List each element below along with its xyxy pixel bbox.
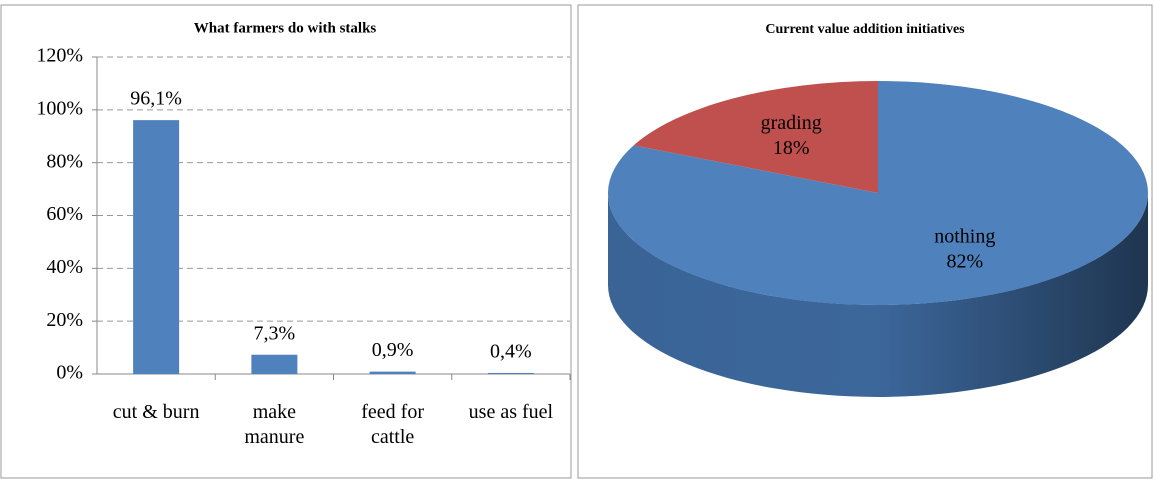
pie-title: Current value addition initiatives — [765, 22, 965, 37]
y-tick-label: 60% — [46, 203, 83, 225]
x-tick-label: use as fuel — [469, 401, 554, 423]
bar-title: What farmers do with stalks — [194, 20, 377, 36]
x-tick-label: feed for cattle — [361, 401, 424, 448]
bar — [487, 372, 534, 374]
slice-label: grading — [761, 112, 822, 134]
y-tick-label: 40% — [46, 256, 83, 278]
y-tick-label: 100% — [36, 97, 83, 119]
bar — [251, 354, 298, 374]
y-tick-label: 0% — [56, 362, 83, 384]
bar — [133, 120, 180, 374]
right-panel — [577, 4, 1153, 479]
x-tick-label: make manure — [244, 401, 304, 448]
left-panel — [0, 4, 572, 479]
x-tick-label: cut & burn — [113, 401, 200, 423]
pie-slice — [633, 81, 878, 193]
slice-label: nothing — [934, 225, 995, 247]
pie-side — [608, 193, 1148, 397]
slice-value: 18% — [773, 137, 810, 159]
y-tick-label: 120% — [36, 45, 83, 67]
bar — [369, 371, 416, 374]
slice-value: 82% — [946, 250, 983, 272]
data-label: 0,9% — [372, 339, 414, 361]
data-label: 96,1% — [130, 88, 182, 110]
y-tick-label: 80% — [46, 150, 83, 172]
data-label: 7,3% — [254, 322, 296, 344]
data-label: 0,4% — [490, 341, 532, 363]
y-tick-label: 20% — [46, 309, 83, 331]
